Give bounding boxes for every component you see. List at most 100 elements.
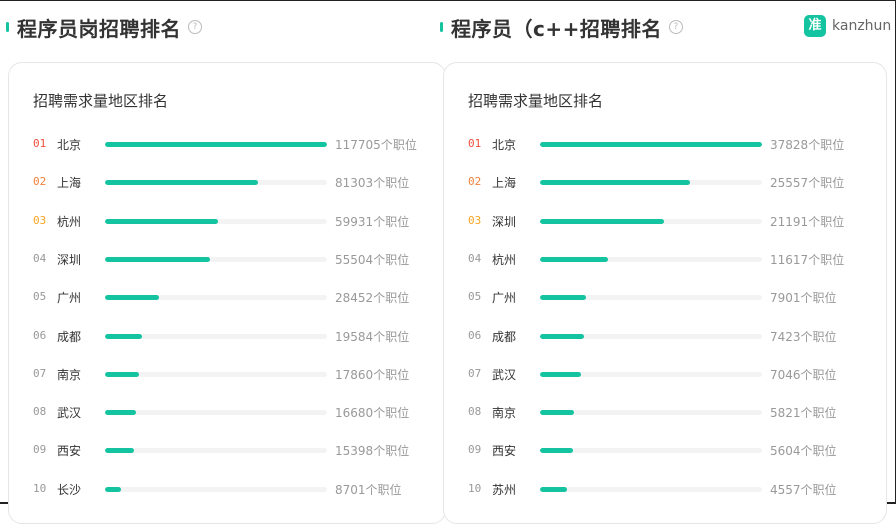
ranking-bar-track	[540, 334, 762, 339]
city-name: 苏州	[492, 483, 517, 497]
ranking-row: 04 深圳 55504个职位	[9, 248, 445, 272]
city-name: 西安	[492, 444, 517, 458]
city-name: 杭州	[492, 253, 517, 267]
rank-number: 08	[33, 405, 47, 418]
ranking-row: 10 长沙 8701个职位	[9, 478, 445, 502]
ranking-bar-track	[540, 448, 762, 453]
job-count: 81303个职位	[335, 174, 409, 191]
job-count: 21191个职位	[770, 213, 844, 230]
ranking-bar-track	[540, 142, 762, 147]
job-count: 15398个职位	[335, 442, 409, 459]
ranking-row: 09 西安 5604个职位	[444, 439, 886, 463]
ranking-bar-fill	[105, 180, 259, 185]
job-count-suffix: 个职位	[808, 176, 845, 190]
job-count: 7423个职位	[770, 328, 837, 345]
ranking-row: 10 苏州 4557个职位	[444, 478, 886, 502]
window-top-border	[0, 0, 896, 1]
job-count: 59931个职位	[335, 213, 409, 230]
job-count-suffix: 个职位	[373, 253, 410, 267]
job-count: 117705个职位	[335, 136, 417, 153]
city-name: 广州	[492, 291, 517, 305]
ranking-row: 06 成都 19584个职位	[9, 325, 445, 349]
job-count-value: 55504	[335, 253, 374, 267]
city-name: 深圳	[492, 215, 517, 229]
ranking-row: 03 杭州 59931个职位	[9, 210, 445, 234]
ranking-bar-fill	[105, 295, 159, 300]
ranking-bar-fill	[540, 180, 690, 185]
job-count-value: 16680	[335, 406, 374, 420]
ranking-bar-fill	[540, 372, 582, 377]
job-count-value: 59931	[335, 215, 374, 229]
ranking-bar-track	[105, 372, 327, 377]
city-name: 西安	[57, 444, 82, 458]
section-title: 程序员岗招聘排名	[17, 16, 181, 41]
city-name: 杭州	[57, 215, 82, 229]
ranking-bar-fill	[540, 410, 575, 415]
ranking-bar-track	[105, 334, 327, 339]
city-name: 成都	[57, 330, 82, 344]
job-count-suffix: 个职位	[373, 368, 410, 382]
ranking-bar-fill	[105, 487, 122, 492]
ranking-bar-track	[540, 219, 762, 224]
city-name: 武汉	[492, 368, 517, 382]
job-count: 7901个职位	[770, 289, 837, 306]
rank-number: 07	[468, 367, 482, 380]
rank-number: 01	[33, 137, 47, 150]
rank-number: 06	[468, 329, 482, 342]
city-name: 北京	[57, 138, 82, 152]
ranking-bar-track	[105, 257, 327, 262]
ranking-row: 08 南京 5821个职位	[444, 401, 886, 425]
job-count-value: 17860	[335, 368, 374, 382]
ranking-row: 04 杭州 11617个职位	[444, 248, 886, 272]
section-title: 程序员（c++招聘排名	[451, 16, 662, 41]
job-count: 4557个职位	[770, 481, 837, 498]
job-count-suffix: 个职位	[808, 253, 845, 267]
ranking-card-programmer: 招聘需求量地区排名 01 北京 117705个职位 02 上海 81303个职位 03 杭州 5…	[8, 62, 446, 524]
job-count-suffix: 个职位	[373, 406, 410, 420]
job-count-suffix: 个职位	[800, 406, 837, 420]
ranking-bar-fill	[540, 142, 762, 147]
section-accent-bar	[6, 22, 9, 32]
question-circle-icon[interactable]: ?	[668, 20, 683, 34]
section-header-programmer: 程序员岗招聘排名 ?	[6, 14, 202, 41]
rank-number: 05	[33, 290, 47, 303]
ranking-bar-fill	[105, 448, 135, 453]
ranking-row: 07 南京 17860个职位	[9, 363, 445, 387]
job-count-value: 5604	[770, 444, 801, 458]
job-count-suffix: 个职位	[373, 330, 410, 344]
section-accent-bar	[440, 22, 443, 32]
ranking-bar-track	[540, 257, 762, 262]
rank-number: 01	[468, 137, 482, 150]
job-count-suffix: 个职位	[800, 291, 837, 305]
ranking-bar-fill	[105, 334, 142, 339]
job-count: 55504个职位	[335, 251, 409, 268]
rank-number: 04	[468, 252, 482, 265]
job-count: 5821个职位	[770, 404, 837, 421]
ranking-row: 01 北京 37828个职位	[444, 133, 886, 157]
rank-number: 03	[33, 214, 47, 227]
card-title: 招聘需求量地区排名	[33, 92, 169, 110]
brand-logo-link[interactable]: 准 kanzhun	[804, 15, 891, 37]
rank-number: 09	[33, 443, 47, 456]
job-count-suffix: 个职位	[365, 483, 402, 497]
city-name: 广州	[57, 291, 82, 305]
job-count-value: 81303	[335, 176, 374, 190]
job-count-value: 8701	[335, 483, 366, 497]
city-name: 深圳	[57, 253, 82, 267]
job-count-value: 25557	[770, 176, 809, 190]
ranking-bar-track	[540, 487, 762, 492]
ranking-row: 02 上海 25557个职位	[444, 171, 886, 195]
ranking-bar-track	[105, 142, 327, 147]
section-header-cpp: 程序员（c++招聘排名 ?	[440, 14, 683, 41]
city-name: 南京	[57, 368, 82, 382]
ranking-row: 05 广州 7901个职位	[444, 286, 886, 310]
job-count-value: 117705	[335, 138, 381, 152]
job-count-value: 7423	[770, 330, 801, 344]
ranking-bar-fill	[540, 448, 573, 453]
question-circle-icon[interactable]: ?	[188, 20, 202, 34]
job-count-suffix: 个职位	[373, 291, 410, 305]
ranking-bar-track	[105, 219, 327, 224]
ranking-bar-track	[540, 180, 762, 185]
ranking-bar-fill	[105, 219, 219, 224]
ranking-bar-fill	[105, 410, 137, 415]
